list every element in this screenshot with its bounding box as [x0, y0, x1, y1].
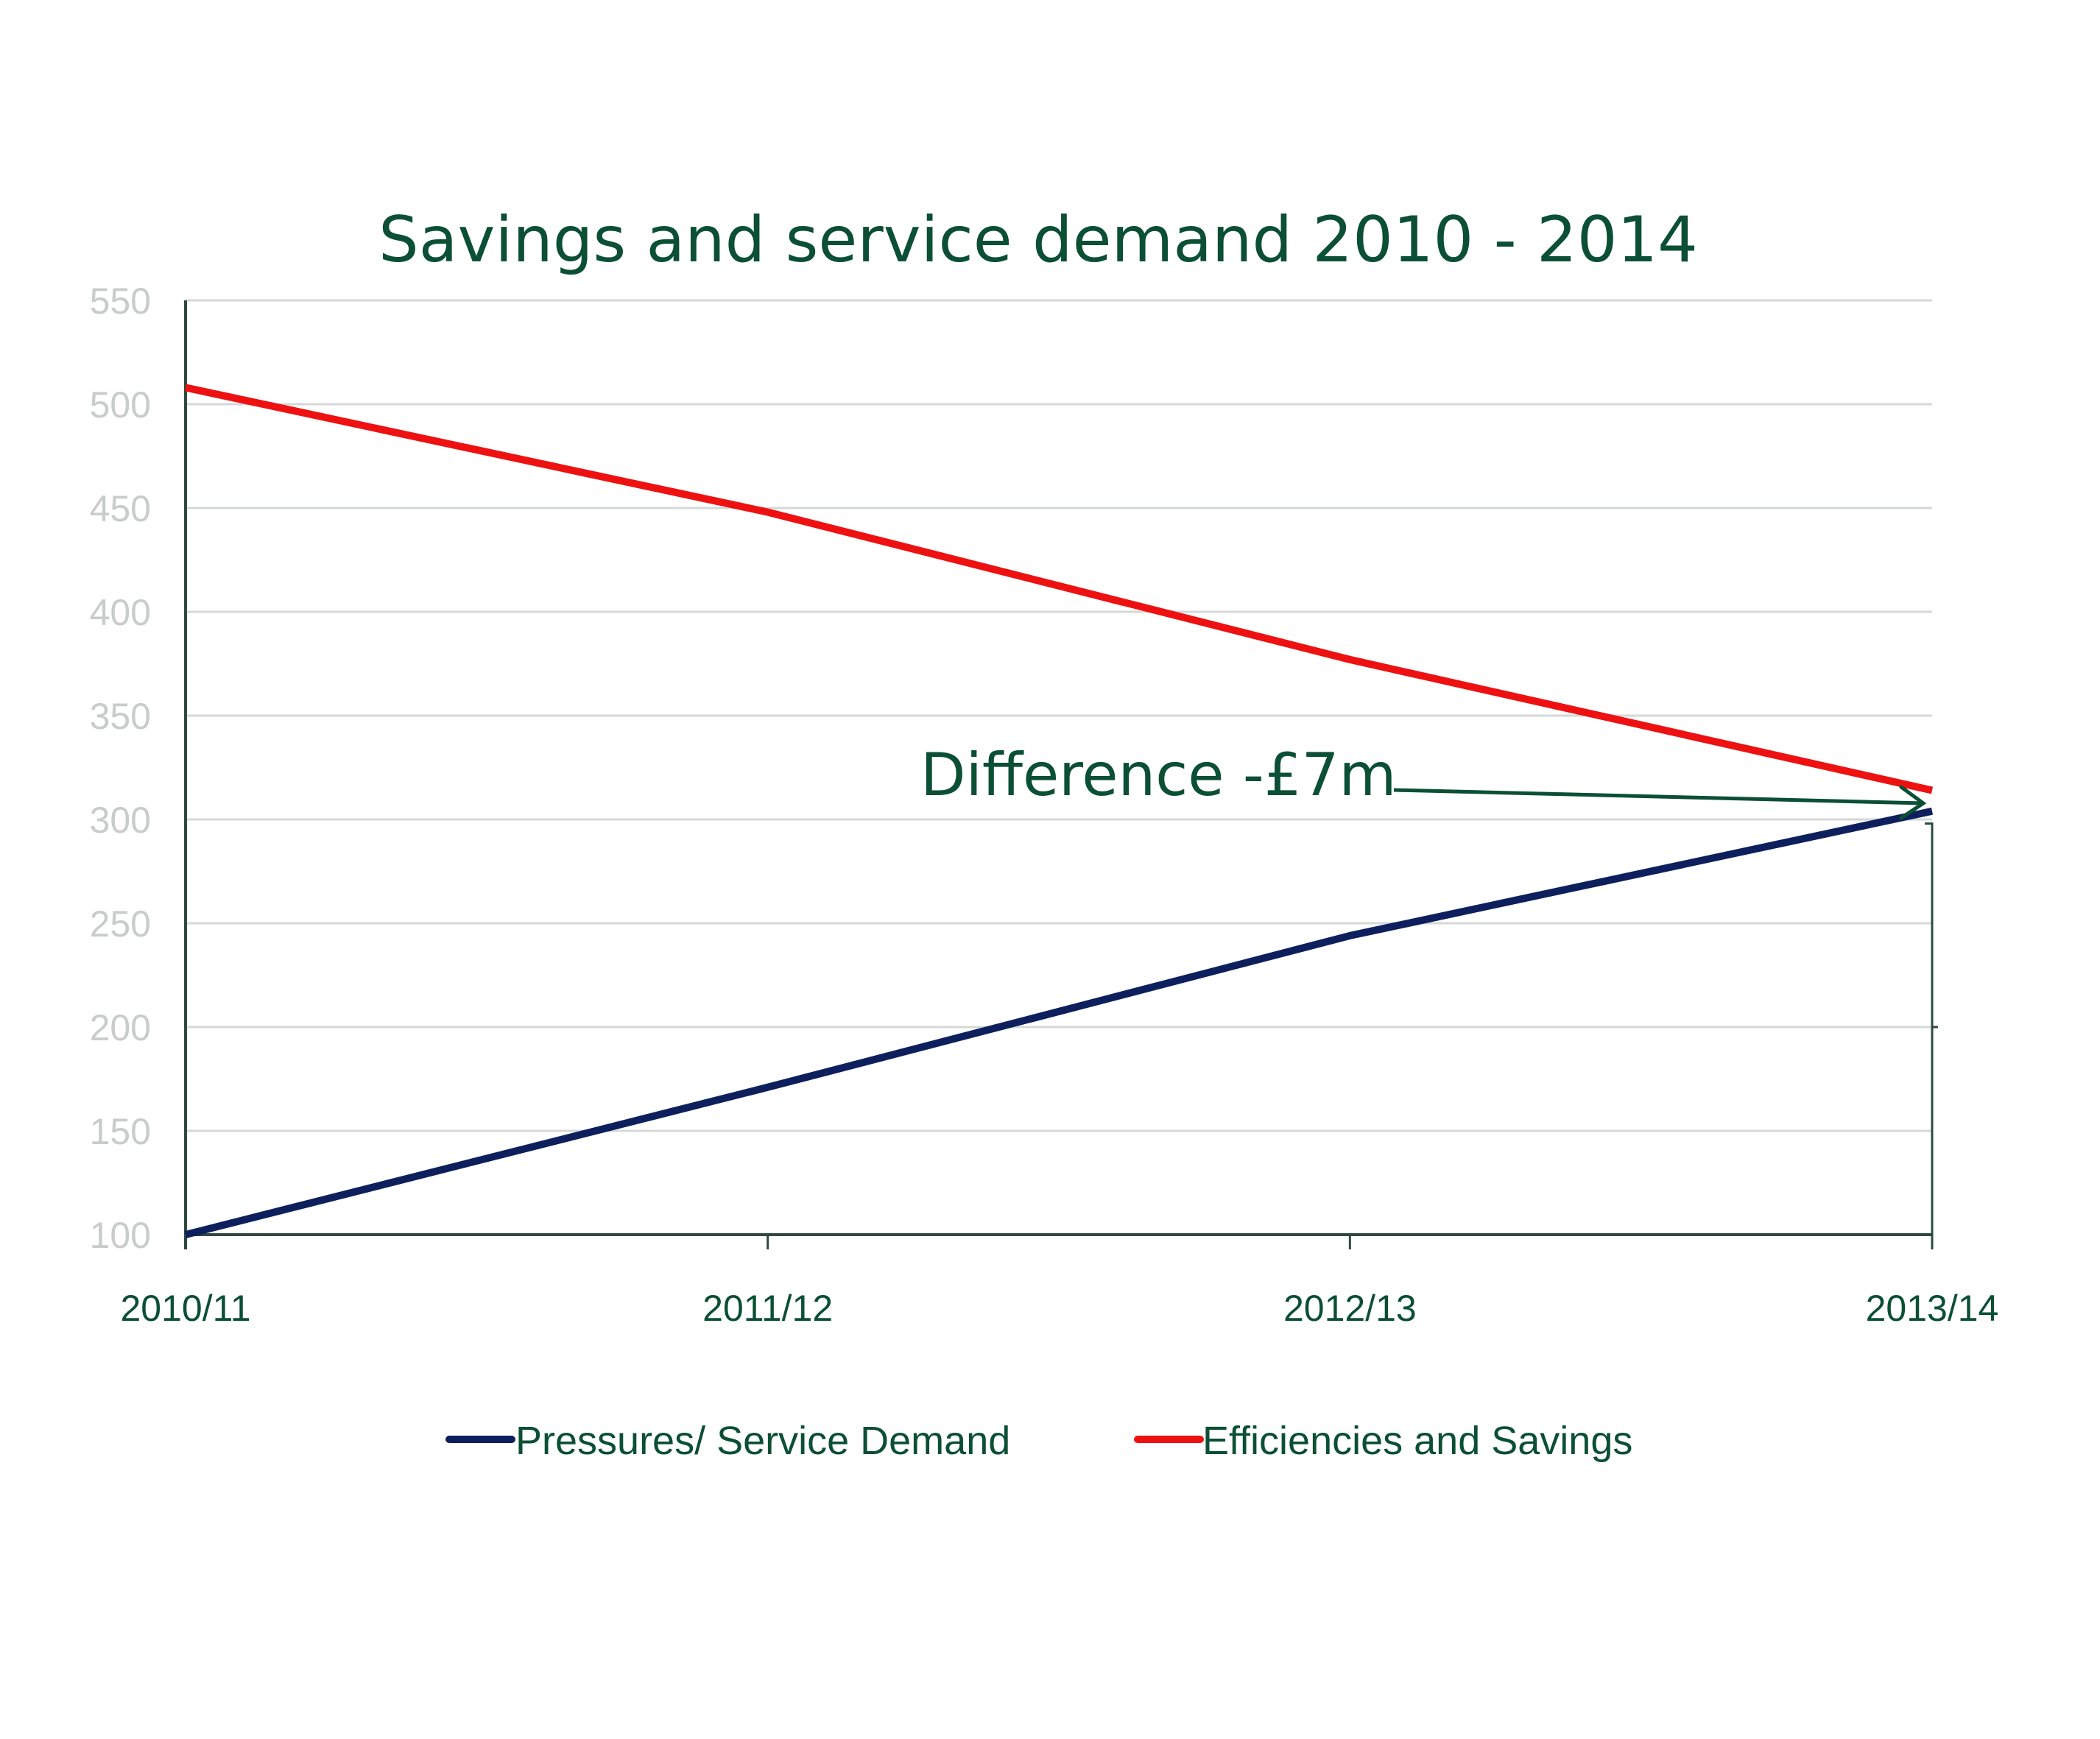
y-tick-label: 250: [90, 903, 151, 945]
y-tick-label: 450: [90, 488, 151, 529]
y-tick-label: 350: [90, 696, 151, 737]
y-tick-label: 100: [90, 1215, 151, 1256]
annotation-arrow-head: [1899, 785, 1927, 820]
x-tick-label: 2012/13: [1283, 1288, 1417, 1329]
legend: Pressures/ Service Demand Efficiencies an…: [445, 1419, 1632, 1463]
series-line-efficiencies: [184, 384, 1934, 794]
y-tick-label: 300: [90, 800, 151, 841]
legend-label: Pressures/ Service Demand: [515, 1419, 1010, 1463]
series-line-pressures: [184, 807, 1934, 1238]
annotation-arrow-shaft: [1393, 788, 1924, 805]
legend-label: Efficiencies and Savings: [1202, 1419, 1632, 1463]
y-tick-label: 400: [90, 592, 151, 633]
x-tick-label: 2010/11: [120, 1288, 250, 1329]
y-axis-ticks: 100 150 200 250 300 350 400 450 500 550: [90, 281, 151, 1256]
x-tick-label: 2011/12: [702, 1288, 833, 1329]
annotation: Difference -£7m: [920, 741, 1927, 820]
right-bracket-line: [1925, 822, 1934, 1249]
axes: [184, 300, 1938, 1249]
difference-annotation: Difference -£7m: [920, 741, 1396, 809]
y-tick-label: 500: [90, 384, 151, 426]
y-tick-label: 200: [90, 1007, 151, 1048]
series-lines: [184, 384, 1934, 1238]
x-axis-ticks: 2010/11 2011/12 2012/13 2013/14: [120, 1235, 1998, 1329]
gridlines: [186, 299, 1932, 1132]
y-tick-label: 550: [90, 281, 151, 322]
y-tick-label: 150: [90, 1111, 151, 1152]
chart-title: Savings and service demand 2010 - 2014: [378, 203, 1698, 277]
x-tick-label: 2013/14: [1866, 1288, 1999, 1329]
